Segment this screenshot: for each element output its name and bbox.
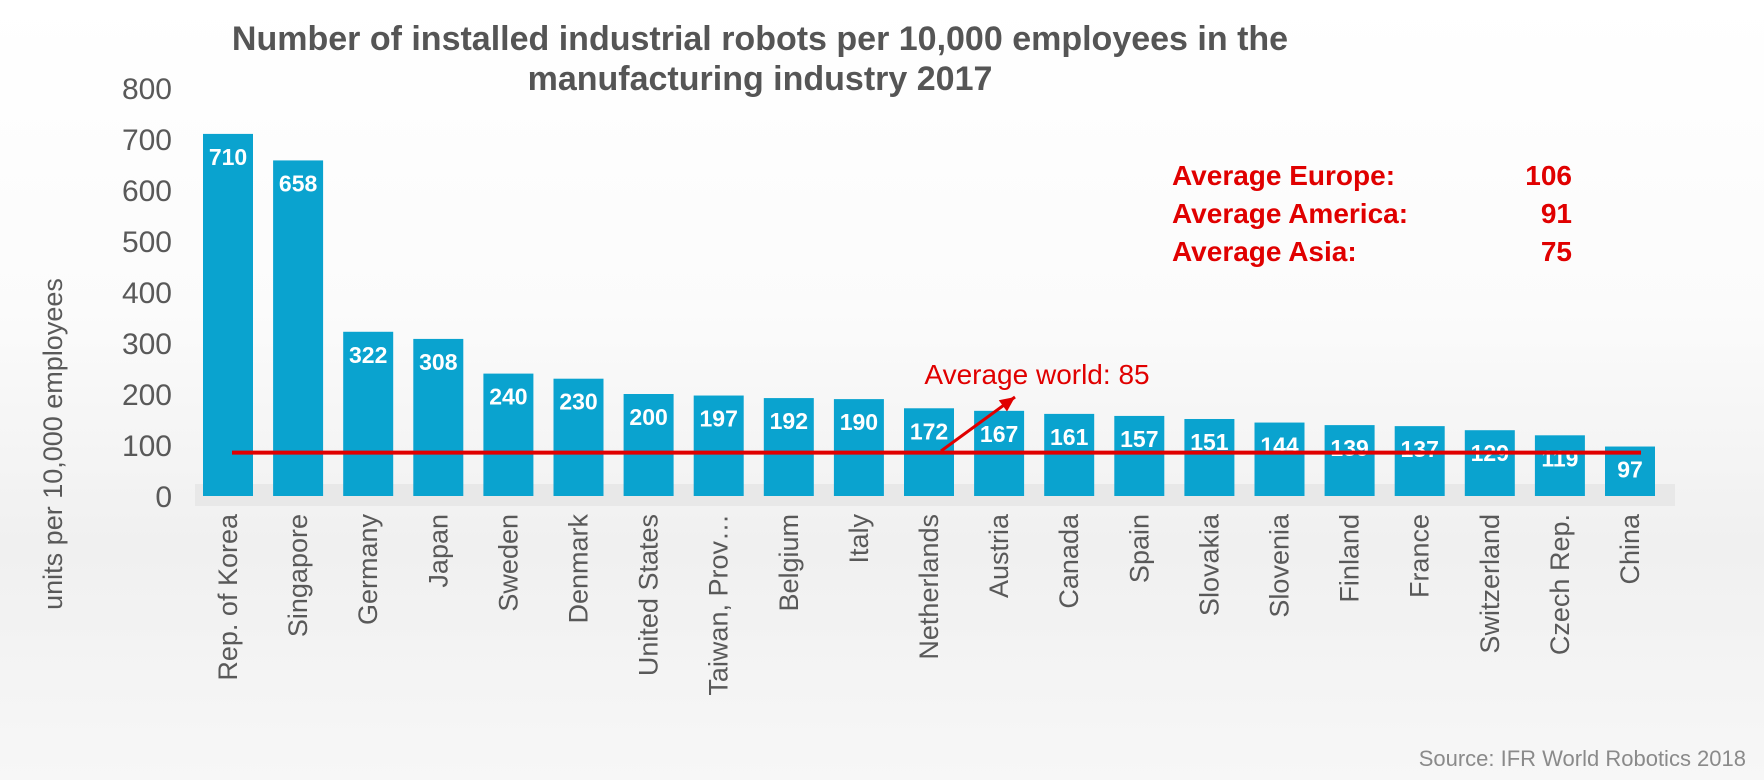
bar-value-label: 157 [1120, 426, 1158, 452]
category-label: Slovenia [1265, 513, 1295, 618]
y-tick-label: 100 [122, 430, 172, 463]
bar-value-label: 144 [1260, 433, 1299, 459]
bar [553, 378, 604, 496]
average-america-label: Average America: [1172, 198, 1409, 229]
bar [203, 133, 253, 496]
y-tick-label: 600 [122, 175, 172, 208]
bar-value-label: 230 [559, 389, 597, 415]
bar [1114, 415, 1165, 496]
bar-value-label: 322 [349, 342, 387, 368]
average-america-row: Average America: 91 [1172, 198, 1572, 238]
y-tick-label: 700 [122, 124, 172, 157]
y-axis-title: units per 10,000 employees [38, 278, 68, 610]
y-tick-label: 500 [122, 226, 172, 259]
bar-value-label: 167 [980, 421, 1018, 447]
average-europe-row: Average Europe: 106 [1172, 160, 1572, 200]
category-label: Spain [1124, 514, 1154, 583]
category-label: Czech Rep. [1545, 514, 1575, 655]
average-asia-row: Average Asia: 75 [1172, 236, 1572, 276]
category-label: Rep. of Korea [213, 513, 243, 681]
category-label: Canada [1054, 513, 1084, 609]
bar-value-label: 658 [279, 170, 318, 196]
bar-value-label: 200 [629, 404, 667, 430]
y-tick-label: 200 [122, 379, 172, 412]
category-label: Germany [353, 514, 383, 626]
bar [343, 331, 394, 496]
bar [1534, 435, 1585, 496]
category-label: Slovakia [1194, 513, 1224, 616]
bar-value-label: 197 [700, 406, 738, 432]
average-asia-label: Average Asia: [1172, 236, 1357, 267]
bar-value-label: 710 [209, 144, 247, 170]
category-label: Austria [984, 513, 1014, 598]
average-world-arrowhead [998, 397, 1015, 412]
bar [1394, 426, 1445, 496]
bar [693, 395, 744, 496]
average-world-label: Average world: 85 [924, 359, 1149, 390]
y-tick-label: 400 [122, 277, 172, 310]
bar [1254, 422, 1305, 496]
bar [483, 373, 534, 496]
chart-title-line1: Number of installed industrial robots pe… [231, 20, 1289, 58]
source-note: Source: IFR World Robotics 2018 [1418, 746, 1746, 771]
category-label: Netherlands [914, 514, 944, 660]
average-europe-label: Average Europe: [1172, 160, 1396, 191]
bar [273, 160, 324, 497]
bar-value-label: 137 [1401, 436, 1439, 462]
y-tick-label: 0 [155, 481, 172, 514]
bar [413, 338, 464, 496]
category-label: Taiwan, Prov… [704, 514, 734, 696]
average-asia-value: 75 [1540, 236, 1572, 267]
average-world-arrow [940, 395, 1016, 453]
bar-value-label: 97 [1617, 457, 1643, 483]
bar [763, 398, 814, 496]
bar [1044, 413, 1095, 496]
category-label: China [1615, 513, 1645, 585]
bar-value-label: 240 [489, 384, 527, 410]
category-label: Finland [1335, 514, 1365, 603]
category-label: Sweden [493, 514, 523, 612]
category-label: Italy [844, 514, 874, 564]
bar-value-label: 119 [1541, 445, 1578, 471]
category-label: United States [634, 514, 664, 676]
category-label: France [1405, 514, 1435, 598]
y-tick-label: 300 [122, 328, 172, 361]
bar-value-label: 192 [770, 408, 808, 434]
category-label: Singapore [283, 514, 313, 637]
bar [1324, 425, 1375, 496]
average-america-value: 91 [1540, 198, 1572, 229]
chart-title-line2: manufacturing industry 2017 [527, 60, 993, 98]
bar [833, 399, 884, 496]
bar [623, 394, 674, 496]
bar [1464, 430, 1515, 496]
bar-value-label: 139 [1330, 435, 1368, 461]
category-label: Japan [423, 514, 453, 588]
y-tick-label: 800 [122, 73, 172, 106]
bar [1184, 418, 1235, 496]
bar-value-label: 308 [419, 349, 458, 375]
average-europe-value: 106 [1525, 160, 1572, 191]
category-label: Denmark [564, 514, 594, 624]
bar-value-label: 161 [1050, 424, 1089, 450]
category-label: Belgium [774, 514, 804, 612]
bar-value-label: 190 [840, 409, 878, 435]
bar-value-label: 172 [910, 418, 948, 444]
category-label: Switzerland [1475, 514, 1505, 654]
bar [1605, 446, 1655, 496]
